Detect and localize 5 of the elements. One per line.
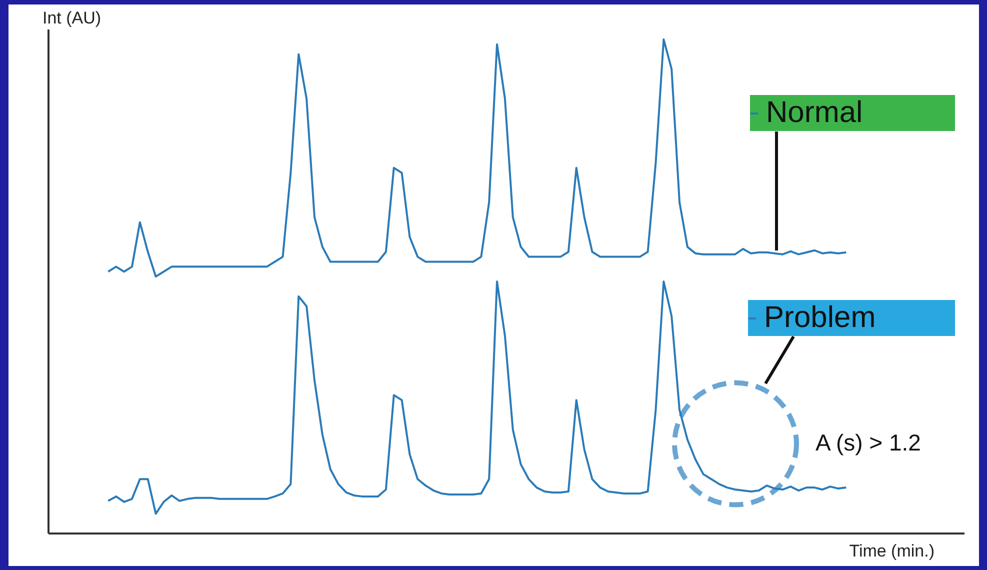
annotation: A (s) > 1.2 <box>816 430 921 456</box>
y-axis-title: Int (AU) <box>42 8 102 28</box>
x-axis-title: Time (min.) <box>849 542 935 560</box>
legend-label: Problem <box>764 300 877 336</box>
legend-label: Normal <box>766 95 864 131</box>
